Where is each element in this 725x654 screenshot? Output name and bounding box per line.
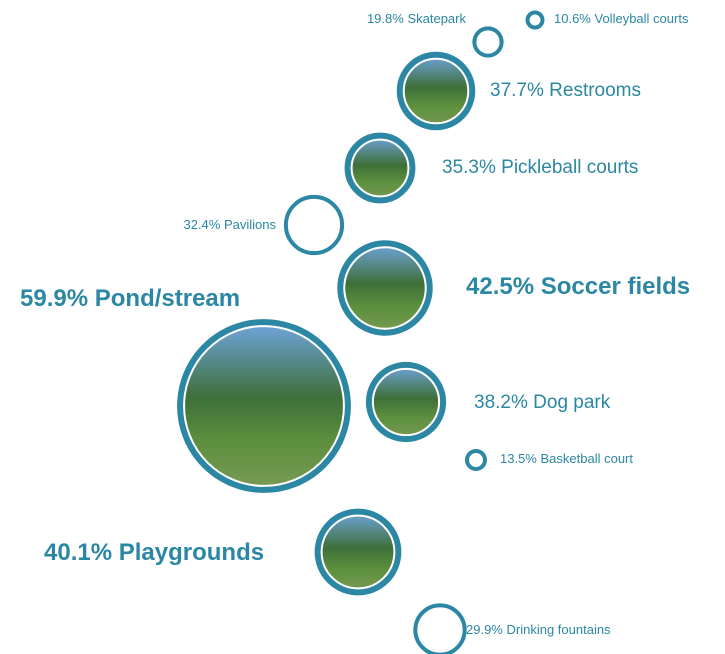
category-label: Basketball court bbox=[541, 451, 634, 466]
value-label: 40.1% bbox=[44, 539, 112, 566]
bubble bbox=[177, 319, 351, 493]
bubble-label: 35.3% Pickleball courts bbox=[442, 157, 638, 178]
bubble bbox=[283, 194, 345, 256]
category-label: Volleyball courts bbox=[595, 11, 689, 26]
category-label: Pavilions bbox=[224, 217, 277, 232]
value-label: 38.2% bbox=[474, 392, 528, 413]
category-label: Soccer fields bbox=[541, 273, 690, 300]
value-label: 42.5% bbox=[466, 273, 534, 300]
bubble-inner-ring bbox=[371, 367, 441, 437]
bubble-inner-ring bbox=[350, 138, 410, 198]
category-label: Dog park bbox=[533, 392, 611, 413]
bubble bbox=[344, 132, 416, 204]
bubble-label: 40.1% Playgrounds bbox=[44, 539, 264, 566]
bubble bbox=[337, 240, 433, 336]
category-label: Drinking fountains bbox=[507, 622, 612, 637]
bubble bbox=[525, 10, 545, 30]
bubble-inner-ring bbox=[183, 325, 345, 487]
value-label: 19.8% bbox=[367, 11, 404, 26]
category-label: Skatepark bbox=[407, 11, 466, 26]
value-label: 13.5% bbox=[500, 451, 537, 466]
bubble bbox=[396, 51, 476, 131]
bubble-inner-ring bbox=[402, 57, 470, 125]
category-label: Pond/stream bbox=[95, 285, 240, 312]
category-label: Pickleball courts bbox=[501, 157, 638, 178]
bubble bbox=[464, 448, 488, 472]
bubble-inner-ring bbox=[343, 246, 427, 330]
bubble-label: 13.5% Basketball court bbox=[500, 451, 633, 466]
bubble bbox=[413, 603, 467, 654]
bubble bbox=[365, 361, 447, 443]
value-label: 35.3% bbox=[442, 157, 496, 178]
category-label: Restrooms bbox=[549, 80, 641, 101]
value-label: 32.4% bbox=[183, 217, 220, 232]
category-label: Playgrounds bbox=[119, 539, 264, 566]
bubble-label: 59.9% Pond/stream bbox=[20, 285, 240, 312]
value-label: 59.9% bbox=[20, 285, 88, 312]
value-label: 29.9% bbox=[466, 622, 503, 637]
value-label: 10.6% bbox=[554, 11, 591, 26]
bubble bbox=[314, 508, 402, 596]
bubble-label: 10.6% Volleyball courts bbox=[554, 11, 689, 26]
bubble-inner-ring bbox=[320, 514, 396, 590]
bubble-label: 37.7% Restrooms bbox=[490, 80, 641, 101]
bubble bbox=[472, 26, 504, 58]
bubble-label: 38.2% Dog park bbox=[474, 392, 611, 413]
bubble-label: 32.4% Pavilions bbox=[183, 217, 276, 232]
bubble-label: 42.5% Soccer fields bbox=[466, 273, 690, 300]
value-label: 37.7% bbox=[490, 80, 544, 101]
bubble-label: 29.9% Drinking fountains bbox=[466, 622, 611, 637]
bubble-label: 19.8% Skatepark bbox=[367, 11, 467, 26]
